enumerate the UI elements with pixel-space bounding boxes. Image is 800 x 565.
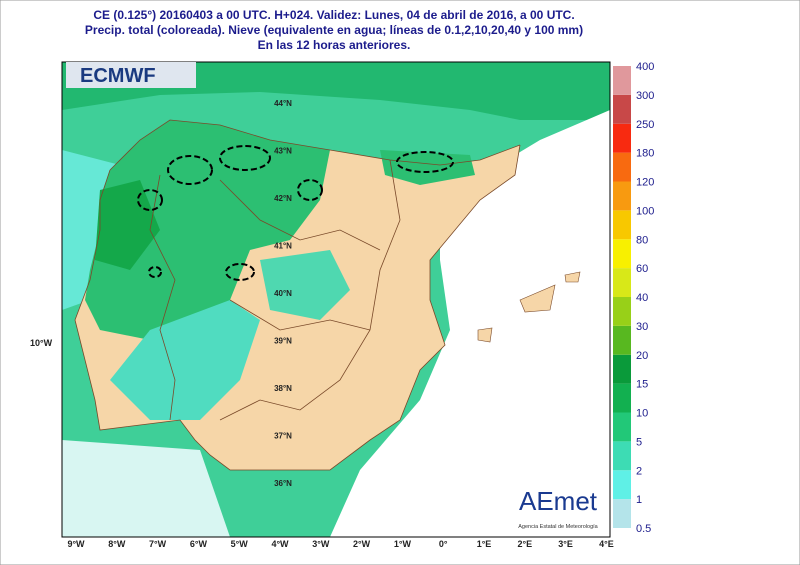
colorbar-swatch <box>613 239 631 269</box>
ecmwf-logo-text: ECMWF <box>80 65 156 87</box>
longitude-label: 3°E <box>558 539 573 549</box>
latitude-label: 38°N <box>274 384 292 393</box>
colorbar-swatch <box>613 297 631 326</box>
colorbar-label: 180 <box>636 148 654 160</box>
longitude-label: 1°E <box>477 539 492 549</box>
colorbar-label: 1 <box>636 494 642 506</box>
header-line: En las 12 horas anteriores. <box>258 38 411 52</box>
colorbar-swatch <box>613 123 631 153</box>
longitude-label: 2°E <box>517 539 532 549</box>
latitude-label: 44°N <box>274 99 292 108</box>
colorbar-swatch <box>613 94 631 124</box>
longitude-label: 0° <box>439 539 448 549</box>
colorbar-label: 5 <box>636 436 642 448</box>
colorbar-swatch <box>613 152 631 182</box>
colorbar-swatch <box>613 354 631 384</box>
aemet-logo-text: AEmet <box>519 486 598 516</box>
colorbar-label: 10 <box>636 408 648 420</box>
axis-labels: 9°W 8°W 7°W 6°W 5°W 4°W 3°W 2°W 1°W 0° 1°E 2°E 3°E 4°… <box>67 99 613 549</box>
latitude-label: 37°N <box>274 432 292 441</box>
colorbar-swatch <box>613 268 631 297</box>
colorbar-swatch <box>613 383 631 413</box>
longitude-label: 6°W <box>190 539 208 549</box>
colorbar-label: 120 <box>636 177 654 189</box>
colorbar-label: 20 <box>636 350 648 362</box>
colorbar-swatch <box>613 66 631 95</box>
longitude-label: 4°E <box>599 539 614 549</box>
aemet-logo <box>512 475 604 535</box>
header-line: Precip. total (coloreada). Nieve (equiva… <box>85 23 583 37</box>
colorbar-swatch <box>613 210 631 240</box>
latitude-label: 43°N <box>274 147 292 156</box>
latitude-label: 40°N <box>274 289 292 298</box>
colorbar-swatch <box>613 412 631 442</box>
latitude-label: 41°N <box>274 242 292 251</box>
colorbar-swatch <box>613 441 631 471</box>
latitude-label: 39°N <box>274 337 292 346</box>
colorbar-label: 30 <box>636 321 648 333</box>
longitude-label: 4°W <box>271 539 289 549</box>
longitude-label: 9°W <box>67 539 85 549</box>
colorbar-label: 80 <box>636 234 648 246</box>
longitude-label: 1°W <box>394 539 412 549</box>
colorbar-label: 0.5 <box>636 523 651 535</box>
colorbar-label: 15 <box>636 379 648 391</box>
colorbar-swatch <box>613 470 631 500</box>
longitude-label: 5°W <box>231 539 249 549</box>
longitude-label: 7°W <box>149 539 167 549</box>
colorbar-label: 300 <box>636 90 654 102</box>
aemet-logo-subtext: Agencia Estatal de Meteorología <box>518 524 598 530</box>
colorbar-swatch <box>613 499 631 528</box>
colorbar-swatch <box>613 181 631 211</box>
colorbar-label: 40 <box>636 292 648 304</box>
colorbar-label: 400 <box>636 61 654 73</box>
colorbar-label: 2 <box>636 465 642 477</box>
ecmwf-logo <box>66 62 196 88</box>
latitude-label: 36°N <box>274 479 292 488</box>
longitude-label: 2°W <box>353 539 371 549</box>
colorbar-label: 60 <box>636 263 648 275</box>
latitude-label: 42°N <box>274 194 292 203</box>
map: ECMWF AEmet Agencia Estatal de Meteorolo… <box>30 61 611 538</box>
colorbar-swatch <box>613 325 631 355</box>
left-label: 10°W <box>30 338 53 348</box>
longitude-label: 3°W <box>312 539 330 549</box>
colorbar-label: 100 <box>636 205 654 217</box>
colorbar-label: 250 <box>636 119 654 131</box>
colorbar: 0.5 1 2 5 10 15 20 30 40 60 80 100 120 180 250 300 400 <box>613 61 654 535</box>
longitude-label: 8°W <box>108 539 126 549</box>
header-line: CE (0.125°) 20160403 a 00 UTC. H+024. Va… <box>93 8 574 22</box>
